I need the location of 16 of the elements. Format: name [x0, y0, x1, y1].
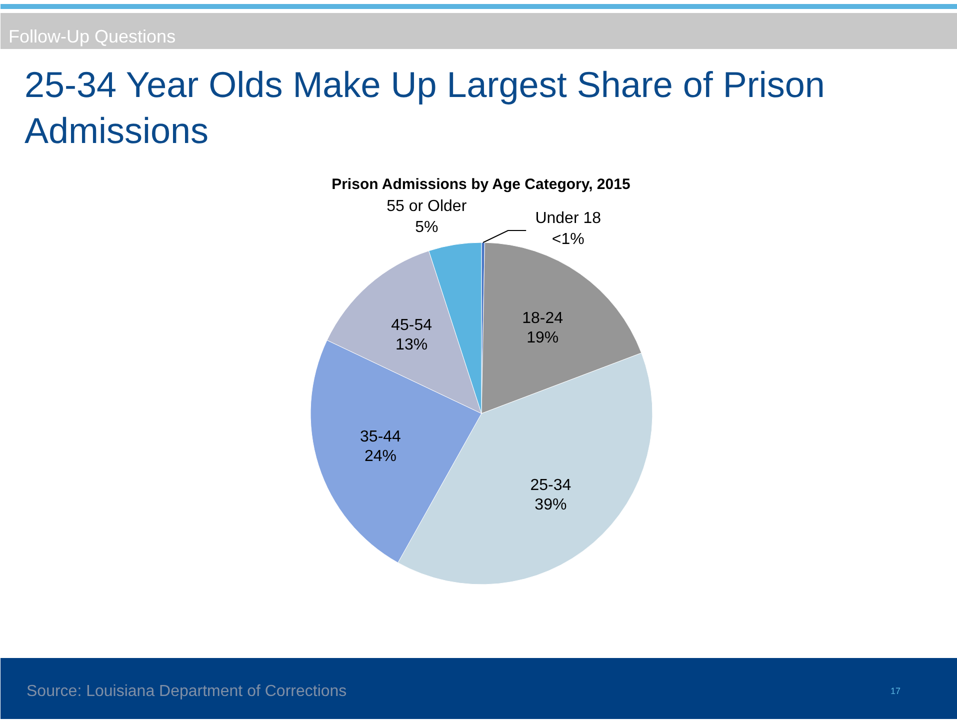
data-label: 13%: [396, 336, 428, 354]
data-label: 5%: [415, 218, 438, 236]
data-label: 19%: [526, 329, 559, 346]
data-label: 39%: [534, 496, 567, 514]
data-label: <1%: [552, 231, 584, 248]
chart-title: 25-34 Year Olds Make Up Largest Share of Prison Admissions: [24, 64, 825, 151]
slice-label: 35-44: [360, 428, 402, 446]
slice-label: 25-34: [530, 476, 572, 494]
chart-subtitle: Prison Admissions by Age Category, 2015: [332, 176, 630, 193]
slice-label: 55 or Older: [386, 198, 468, 215]
source-note: Source: Louisiana Department of Corrections: [26, 683, 347, 700]
text: 17: [890, 686, 901, 696]
slice-label: 18-24: [522, 310, 564, 327]
slice-label: Under 18: [535, 210, 602, 227]
slice-label: 45-54: [391, 316, 432, 334]
data-label: 24%: [364, 448, 397, 466]
